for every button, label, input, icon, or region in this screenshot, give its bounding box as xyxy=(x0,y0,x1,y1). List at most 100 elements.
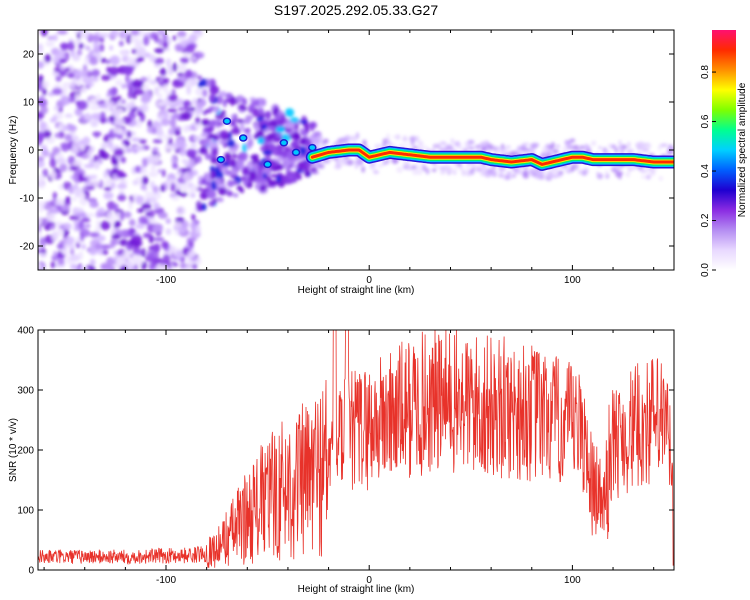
cone-blob xyxy=(266,133,275,140)
noise-blob xyxy=(56,30,68,35)
noise-blob xyxy=(82,64,88,72)
noise-blob xyxy=(42,130,52,139)
cone-blob xyxy=(231,166,239,176)
noise-blob xyxy=(140,103,149,113)
noise-blob xyxy=(167,245,177,252)
noise-blob xyxy=(120,98,126,105)
halo-blob xyxy=(444,165,453,172)
halo-blob xyxy=(481,166,488,172)
noise-blob xyxy=(179,262,187,270)
noise-blob xyxy=(84,212,95,218)
cone-blob xyxy=(199,98,207,107)
spectrogram-ylabel: Frequency (Hz) xyxy=(8,116,19,185)
noise-blob xyxy=(162,77,170,84)
halo-blob xyxy=(648,170,656,177)
noise-blob xyxy=(60,204,71,212)
halo-blob xyxy=(417,141,424,145)
snr-xtick-label: 0 xyxy=(366,575,372,586)
noise-blob xyxy=(96,235,106,242)
noise-blob xyxy=(129,100,136,109)
noise-blob xyxy=(76,100,88,111)
noise-blob xyxy=(109,45,114,51)
cone-blob xyxy=(257,112,267,118)
noise-blob xyxy=(95,219,101,226)
noise-blob xyxy=(195,155,202,164)
noise-blob xyxy=(38,174,46,183)
noise-blob xyxy=(76,49,83,56)
halo-blob xyxy=(522,172,527,177)
noise-blob xyxy=(69,165,78,171)
noise-blob xyxy=(116,183,128,190)
noise-blob xyxy=(177,30,187,38)
noise-blob xyxy=(165,218,171,225)
noise-blob xyxy=(40,105,49,115)
noise-blob xyxy=(141,202,152,210)
cone-blob xyxy=(239,187,245,194)
cone-blob xyxy=(216,197,224,203)
halo-blob xyxy=(558,171,564,175)
noise-blob xyxy=(84,180,91,186)
noise-blob xyxy=(93,45,101,54)
noise-blob xyxy=(134,88,145,96)
halo-blob xyxy=(411,165,417,170)
noise-blob xyxy=(82,136,91,146)
halo-blob xyxy=(362,139,367,147)
noise-blob xyxy=(58,123,64,132)
halo-blob xyxy=(625,171,631,178)
halo-blob xyxy=(385,158,390,165)
noise-blob xyxy=(172,62,178,72)
noise-blob xyxy=(78,192,86,200)
cone-blob xyxy=(268,180,279,186)
noise-blob xyxy=(162,33,168,42)
noise-blob xyxy=(115,220,121,228)
noise-blob xyxy=(61,86,68,96)
noise-blob xyxy=(59,163,68,172)
noise-blob xyxy=(64,113,73,118)
noise-blob xyxy=(103,170,109,179)
noise-blob xyxy=(182,100,192,107)
noise-blob xyxy=(126,262,133,269)
cone-blob xyxy=(227,131,232,141)
halo-blob xyxy=(564,139,572,145)
noise-blob xyxy=(55,221,63,227)
cone-blob xyxy=(206,189,217,199)
noise-blob xyxy=(58,130,65,139)
noise-blob xyxy=(56,243,65,250)
noise-blob xyxy=(190,193,196,198)
noise-blob xyxy=(38,242,42,251)
halo-blob xyxy=(527,170,532,174)
noise-blob xyxy=(99,36,105,43)
halo-blob xyxy=(355,158,363,165)
cone-blob xyxy=(200,203,207,211)
halo-blob xyxy=(440,141,447,145)
noise-blob xyxy=(78,266,90,270)
noise-blob xyxy=(41,149,50,158)
noise-blob xyxy=(78,220,84,230)
halo-blob xyxy=(404,142,409,148)
noise-blob xyxy=(103,136,109,143)
halo-blob xyxy=(520,144,527,152)
noise-blob xyxy=(46,212,56,222)
halo-blob xyxy=(311,171,320,175)
cone-blob xyxy=(276,175,281,184)
halo-blob xyxy=(369,165,375,170)
noise-blob xyxy=(124,140,130,148)
noise-blob xyxy=(152,138,163,144)
halo-blob xyxy=(546,144,552,149)
noise-blob xyxy=(118,40,124,47)
noise-blob xyxy=(54,132,60,139)
noise-blob xyxy=(95,211,101,219)
noise-blob xyxy=(141,175,149,185)
halo-blob xyxy=(463,148,468,152)
halo-blob xyxy=(349,135,358,142)
noise-blob xyxy=(72,140,79,151)
noise-blob xyxy=(102,249,109,255)
cone-blob xyxy=(299,146,307,156)
halo-blob xyxy=(495,149,499,155)
noise-blob xyxy=(64,133,73,142)
colorbar-tick-label: 0.6 xyxy=(700,114,711,128)
noise-blob xyxy=(94,242,102,250)
cone-blob xyxy=(230,114,236,120)
